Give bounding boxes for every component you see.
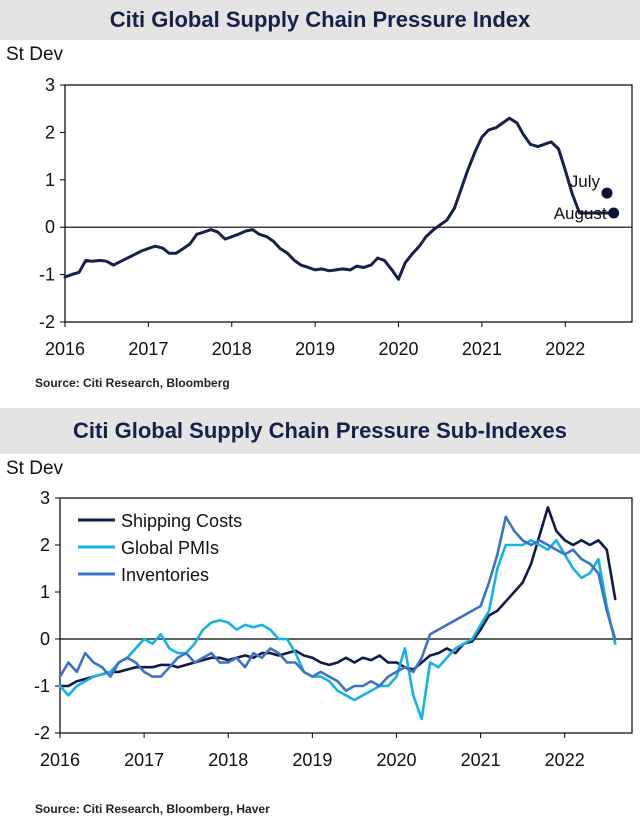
y-tick-label: -1 (39, 265, 55, 285)
x-tick-label: 2017 (124, 750, 164, 770)
x-tick-label: 2016 (40, 750, 80, 770)
annotation-label: August (554, 204, 607, 223)
y-tick-label: 3 (40, 488, 50, 508)
x-tick-label: 2017 (128, 339, 168, 359)
y-tick-label: 1 (45, 170, 55, 190)
series-line-inventories (58, 515, 617, 693)
chart1-ylabel: St Dev (6, 44, 64, 65)
x-tick-label: 2019 (295, 339, 335, 359)
x-tick-label: 2020 (376, 750, 416, 770)
y-tick-label: 2 (45, 122, 55, 142)
x-tick-label: 2022 (545, 339, 585, 359)
legend-label: Shipping Costs (121, 511, 242, 531)
chart1-source: Source: Citi Research, Bloomberg (35, 376, 230, 390)
legend-label: Inventories (121, 565, 209, 585)
annotation-label: July (570, 172, 601, 191)
series-line-global-pmis (58, 538, 617, 721)
annotation-point (608, 207, 620, 219)
y-tick-label: -2 (39, 312, 55, 332)
chart2-ylabel: St Dev (6, 458, 64, 479)
y-tick-label: 2 (40, 535, 50, 555)
series-line-shipping-costs (58, 506, 617, 688)
y-tick-label: 0 (40, 629, 50, 649)
y-tick-label: -2 (34, 723, 50, 743)
x-tick-label: 2022 (545, 750, 585, 770)
x-tick-label: 2019 (292, 750, 332, 770)
chart2-source: Source: Citi Research, Bloomberg, Haver (35, 802, 270, 816)
x-tick-label: 2020 (379, 339, 419, 359)
x-tick-label: 2016 (45, 339, 85, 359)
plot-frame (64, 84, 633, 323)
x-tick-label: 2021 (461, 750, 501, 770)
series-line-supply-chain-pressure-index (63, 116, 616, 281)
plot-frame (59, 497, 633, 734)
x-tick-label: 2021 (462, 339, 502, 359)
y-tick-label: 1 (40, 582, 50, 602)
chart2: 3 2 1 0 -1 -2 2016 2017 2018 2019 2020 2021 2022 Ship… (34, 488, 633, 770)
annotation-point (601, 187, 613, 199)
y-tick-label: 3 (45, 75, 55, 95)
chart1-title: Citi Global Supply Chain Pressure Index (0, 0, 640, 40)
x-tick-label: 2018 (208, 750, 248, 770)
chart1: 3 2 1 0 -1 -2 2016 2017 2018 2019 2020 2021 2022 July… (39, 75, 633, 359)
chart2-title: Citi Global Supply Chain Pressure Sub-In… (0, 408, 640, 454)
y-tick-label: -1 (34, 676, 50, 696)
legend: Shipping Costs Global PMIs Inventories (78, 511, 242, 585)
legend-label: Global PMIs (121, 538, 219, 558)
y-tick-label: 0 (45, 217, 55, 237)
x-tick-label: 2018 (212, 339, 252, 359)
